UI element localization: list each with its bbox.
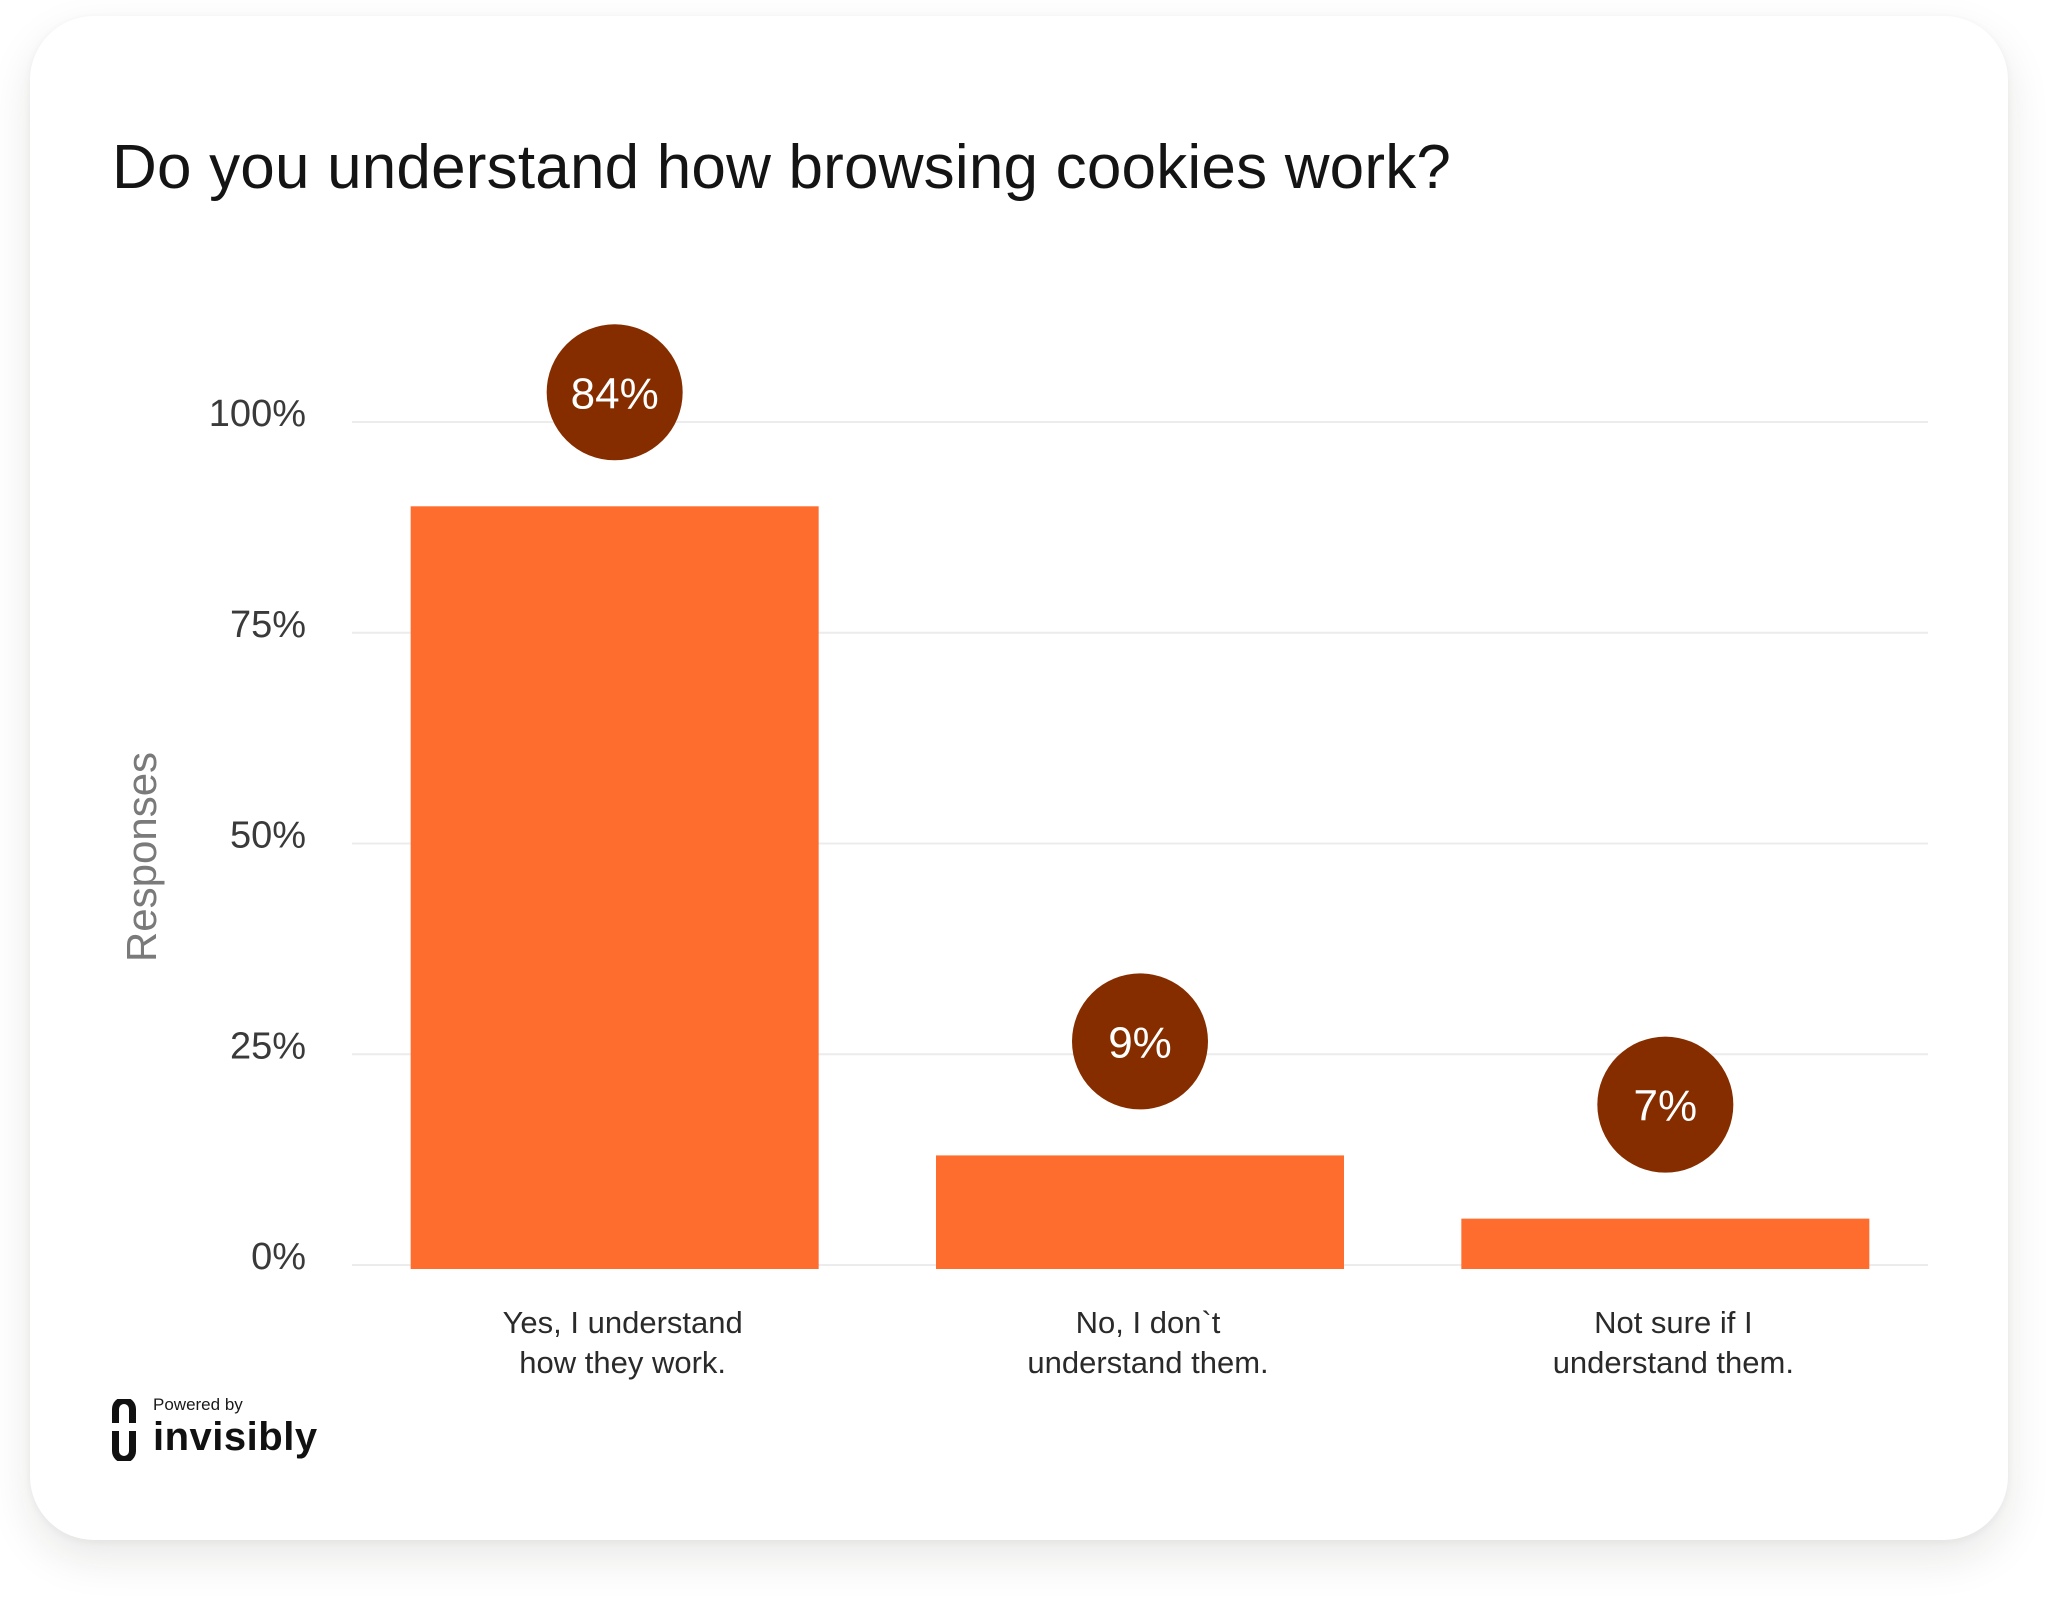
x-tick-label: how they work. <box>519 1345 726 1380</box>
chart-title: Do you understand how browsing cookies w… <box>112 133 1452 202</box>
x-tick-label: No, I don`t <box>1076 1305 1221 1340</box>
bar <box>410 506 819 1269</box>
x-tick-label: understand them. <box>1553 1345 1794 1380</box>
data-label-circle <box>1597 1036 1734 1173</box>
brand-name: invisibly <box>153 1415 318 1459</box>
y-tick-label: 100% <box>209 393 306 435</box>
x-tick-label: Not sure if I <box>1594 1305 1753 1340</box>
x-tick-label: Yes, I understand <box>503 1305 743 1340</box>
powered-by-badge: Powered by invisibly <box>109 1395 318 1461</box>
powered-by-text: Powered by invisibly <box>153 1395 318 1459</box>
chart-card <box>30 16 2008 1540</box>
invisibly-logo-icon <box>112 1399 136 1461</box>
x-tick-label: understand them. <box>1027 1345 1268 1380</box>
bars <box>410 506 1870 1269</box>
x-axis-ticks: Yes, I understand how they work. No, I don… <box>503 1305 1794 1380</box>
data-label: 84% <box>571 369 659 418</box>
y-axis-label: Responses <box>118 752 165 962</box>
y-tick-label: 75% <box>230 604 306 646</box>
data-label-badge: 84% <box>546 324 683 461</box>
data-label-circle <box>1072 973 1208 1110</box>
y-axis-ticks: 0% 25% 50% 75% 100% <box>209 393 306 1278</box>
y-tick-label: 25% <box>230 1025 306 1067</box>
data-label-circle <box>546 324 683 461</box>
bar <box>1461 1218 1870 1269</box>
data-label: 7% <box>1634 1082 1698 1131</box>
data-label-badge: 9% <box>1072 973 1208 1110</box>
bar <box>936 1155 1344 1269</box>
y-tick-label: 0% <box>251 1236 306 1278</box>
data-label: 9% <box>1108 1018 1172 1067</box>
data-label-badge: 7% <box>1597 1036 1734 1173</box>
powered-by-label: Powered by <box>153 1395 243 1414</box>
y-tick-label: 50% <box>230 815 306 857</box>
data-labels: 84% 9% 7% <box>546 324 1734 1173</box>
